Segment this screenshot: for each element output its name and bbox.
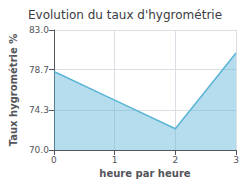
svg-text:2: 2 <box>172 155 178 165</box>
svg-text:Evolution du taux d'hygrométri: Evolution du taux d'hygrométrie <box>28 8 222 22</box>
svg-text:Taux hygrométrie %: Taux hygrométrie % <box>8 34 19 147</box>
svg-text:74.3: 74.3 <box>29 105 49 115</box>
svg-text:70.0: 70.0 <box>29 145 49 155</box>
svg-text:78.7: 78.7 <box>29 65 49 75</box>
svg-text:heure par heure: heure par heure <box>99 168 190 179</box>
svg-text:3: 3 <box>233 155 239 165</box>
svg-text:83.0: 83.0 <box>29 25 49 35</box>
svg-text:1: 1 <box>112 155 118 165</box>
svg-text:0: 0 <box>51 155 57 165</box>
